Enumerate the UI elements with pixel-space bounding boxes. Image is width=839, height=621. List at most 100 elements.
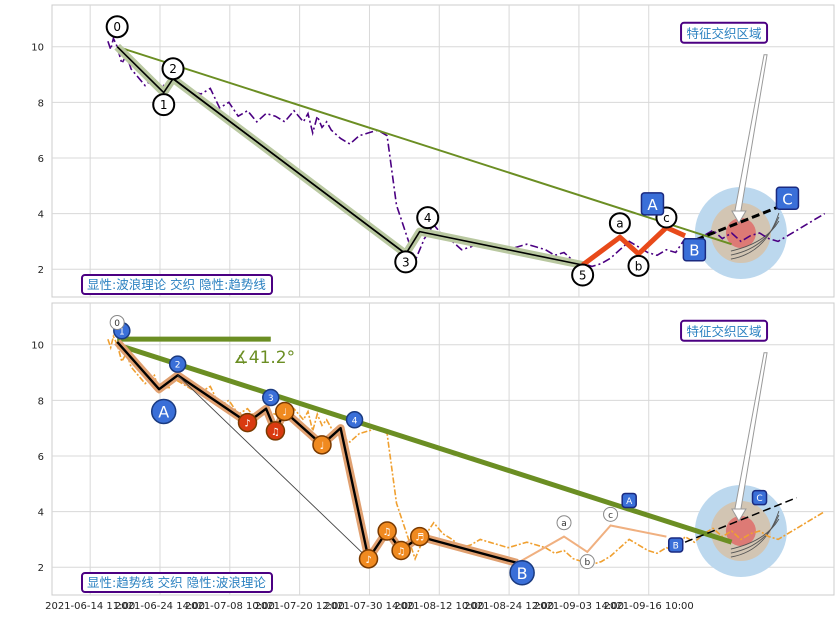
zone-label-text: 特征交织区域: [687, 324, 762, 339]
wave-note-label: ♫: [397, 547, 406, 558]
abc-hollow-marker: [556, 515, 572, 531]
wave-badge-marker: [150, 398, 177, 425]
y-tick-label: 2: [38, 265, 44, 276]
square-badge-label: C: [782, 190, 792, 208]
caption-box: [81, 572, 273, 593]
wave-badge-label: A: [158, 402, 169, 421]
y-tick-label: 6: [38, 154, 44, 165]
trend-line: [116, 342, 733, 545]
zone-arc: [730, 510, 780, 558]
wave-thin-line: [177, 374, 369, 560]
wave-badge-label: 2: [175, 361, 181, 371]
wave-badge-label: 1: [119, 327, 125, 337]
zone-arc: [730, 220, 780, 252]
wave-badge-label: 3: [268, 394, 274, 404]
abc-hollow-marker: [579, 554, 595, 570]
wave-badge-marker: [509, 560, 535, 586]
wave-badge-marker: [262, 388, 280, 407]
chart-panel-top: 2 4 6 8 10 特征交织区域 0 1 2 3 4 5 a b cA B C 显性:波浪理论 交织 隐性:趋势…: [31, 4, 835, 298]
abc-hollow-marker: [603, 506, 619, 522]
wave-note-label: ♩: [320, 441, 325, 452]
wave-note-marker: [358, 549, 379, 569]
y-tick-label: 8: [38, 98, 44, 109]
abc-point-label: b: [635, 259, 643, 273]
y-tick-label: 8: [38, 396, 44, 407]
y-tick-label: 10: [31, 43, 44, 54]
wave-badge-marker: [345, 411, 364, 429]
y-tick-label: 4: [38, 508, 44, 519]
zone-arc: [730, 514, 780, 554]
wave-note-label: ♪: [244, 419, 250, 430]
projection-line: [684, 496, 798, 543]
square-badge-label: C: [756, 494, 762, 504]
wave-point-marker: [571, 263, 595, 287]
wave-point-label: 3: [402, 255, 410, 269]
x-tick-label: 2021-06-24 14:00: [115, 601, 205, 612]
zone-label-box: [680, 21, 769, 44]
wave-point-marker: [161, 57, 185, 81]
x-tick-label: 2021-09-16 10:00: [604, 601, 694, 612]
abc-hollow-label: b: [584, 558, 590, 568]
wave-note-marker: [274, 401, 295, 422]
wave-note-marker: [391, 540, 411, 561]
abc-line: [517, 524, 667, 564]
x-tick-label: 2021-08-24 12:00: [464, 601, 554, 612]
wave-point-marker: [105, 15, 129, 39]
abc-point-marker: [608, 212, 631, 235]
wave-line-segment: [172, 78, 407, 255]
square-badge: [640, 192, 665, 216]
wave-note-marker: [409, 526, 430, 547]
abc-hollow-label: 0: [114, 319, 120, 329]
zone-arrow-head: [731, 210, 747, 225]
wave-point-marker: [394, 250, 418, 274]
abc-point-label: c: [663, 211, 670, 225]
wave-note-label: ♫: [383, 527, 392, 538]
zone-arc: [730, 518, 780, 550]
wave-note-label: ♫: [271, 427, 280, 438]
y-tick-label: 2: [38, 563, 44, 574]
y-tick-label: 4: [38, 210, 44, 221]
abc-line: [581, 225, 687, 268]
zone-arc: [730, 212, 780, 260]
square-badge-label: A: [647, 196, 658, 214]
abc-point-marker: [627, 254, 650, 277]
square-badge: [667, 537, 684, 553]
wave-note-marker: [237, 412, 258, 433]
wave-note-marker: [312, 435, 332, 455]
wave-point-label: 4: [424, 211, 432, 225]
x-tick-label: 2021-06-14 11:00: [45, 601, 135, 612]
wave-note-marker: [377, 521, 397, 541]
caption-box: [81, 274, 273, 295]
wave-badge-label: 4: [352, 416, 358, 426]
caption-text: 显性:趋势线 交织 隐性:波浪理论: [87, 575, 266, 590]
wave-note-label: ♬: [415, 533, 424, 544]
wave-point-label: 2: [169, 62, 177, 76]
square-badge-label: B: [689, 242, 699, 260]
wave-badge-marker: [168, 355, 187, 373]
abc-hollow-label: a: [561, 519, 567, 529]
square-badge: [775, 186, 800, 211]
square-badge: [751, 489, 768, 506]
caption-text: 显性:波浪理论 交织 隐性:趋势线: [87, 277, 266, 292]
wave-point-marker: [416, 206, 440, 230]
abc-hollow-marker: [109, 314, 125, 330]
wave-point-label: 0: [113, 20, 121, 34]
y-tick-label: 6: [38, 452, 44, 463]
wave-point-marker: [152, 93, 176, 117]
x-tick-label: 2021-08-12 10:00: [394, 601, 484, 612]
angle-label: ∡41.2°: [234, 348, 296, 368]
zone-label-text: 特征交织区域: [687, 26, 762, 41]
trend-line: [116, 45, 732, 246]
x-tick-label: 2021-07-30 14:00: [324, 601, 414, 612]
wave-note-label: ♩: [282, 407, 287, 418]
zone-arrow-head: [731, 508, 747, 523]
zone-arc: [730, 216, 780, 256]
x-tick-label: 2021-07-20 12:00: [255, 601, 345, 612]
abc-point-label: a: [616, 217, 623, 231]
wave-badge-label: B: [517, 564, 528, 583]
wave-point-label: 1: [160, 98, 168, 112]
wave-note-label: ♪: [365, 555, 371, 566]
x-tick-label: 2021-09-03 14:00: [534, 601, 624, 612]
